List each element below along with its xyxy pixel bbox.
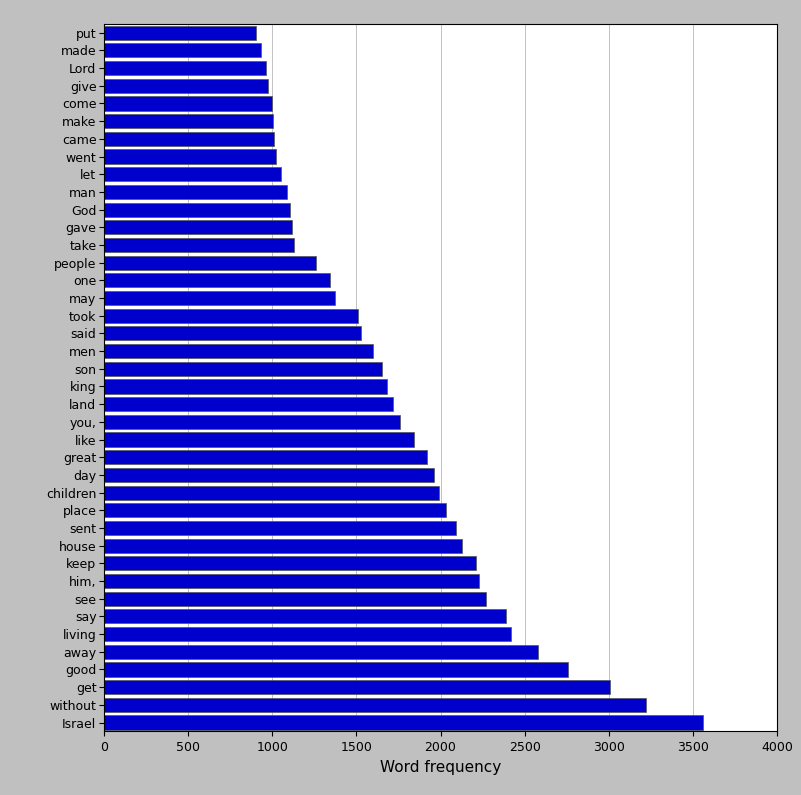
Bar xyxy=(104,167,280,181)
Bar xyxy=(104,521,456,535)
Bar xyxy=(104,184,288,199)
Bar xyxy=(104,43,261,57)
Bar xyxy=(104,79,268,93)
Bar xyxy=(104,415,400,429)
Bar xyxy=(104,503,445,518)
Bar xyxy=(104,645,538,659)
Bar xyxy=(104,450,427,464)
Bar xyxy=(104,486,439,500)
Bar xyxy=(104,344,373,359)
Bar xyxy=(104,574,479,588)
Bar xyxy=(104,538,462,553)
Bar xyxy=(104,273,329,288)
Bar xyxy=(104,556,476,571)
Bar xyxy=(104,25,256,40)
Bar xyxy=(104,662,569,677)
X-axis label: Word frequency: Word frequency xyxy=(380,760,501,774)
Bar xyxy=(104,308,358,323)
Bar xyxy=(104,591,486,606)
Bar xyxy=(104,716,703,730)
Bar xyxy=(104,238,294,252)
Bar xyxy=(104,609,506,623)
Bar xyxy=(104,362,381,376)
Bar xyxy=(104,203,290,217)
Bar xyxy=(104,432,413,447)
Bar xyxy=(104,680,610,694)
Bar xyxy=(104,698,646,712)
Bar xyxy=(104,61,266,76)
Bar xyxy=(104,467,434,482)
Bar xyxy=(104,379,387,394)
Bar xyxy=(104,397,393,411)
Bar xyxy=(104,291,335,305)
Bar xyxy=(104,326,361,340)
Bar xyxy=(104,96,272,111)
Bar xyxy=(104,149,276,164)
Bar xyxy=(104,255,316,270)
Bar xyxy=(104,132,274,146)
Bar xyxy=(104,627,511,642)
Bar xyxy=(104,114,273,128)
Bar xyxy=(104,220,292,235)
